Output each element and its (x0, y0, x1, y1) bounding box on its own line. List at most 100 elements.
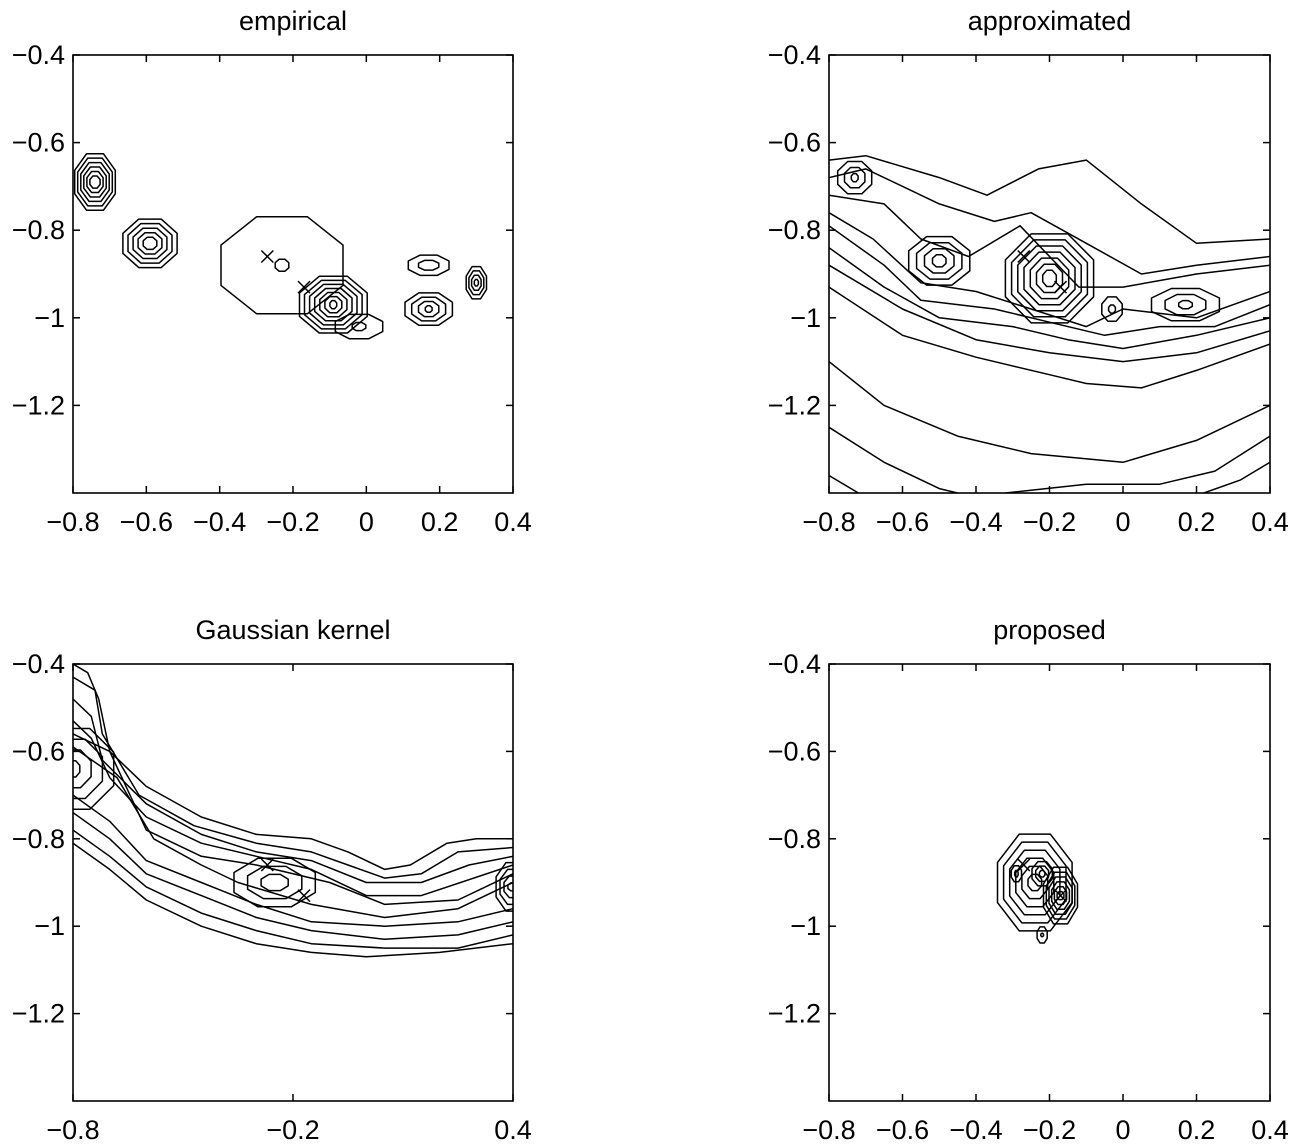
contour-ring (1010, 864, 1023, 883)
x-tick-label: −0.8 (802, 507, 855, 537)
contour-ring (1177, 299, 1194, 310)
y-tick-label: −1 (790, 911, 821, 941)
contour-line (73, 733, 513, 906)
contour-ring (1017, 245, 1082, 312)
contour-ring (1045, 871, 1076, 920)
contour-ring (931, 254, 947, 268)
x-marker (1053, 889, 1068, 903)
contour-ring (470, 274, 482, 292)
contour-ring (329, 299, 338, 310)
x-tick-label: −0.8 (46, 507, 99, 537)
x-tick-label: 0 (1115, 507, 1130, 537)
contour-ring (407, 254, 450, 277)
contour-line (73, 664, 513, 871)
x-marker (297, 889, 311, 903)
y-tick-label: −1 (34, 911, 65, 941)
contour-ring (308, 283, 358, 326)
x-tick-label: −0.6 (876, 1115, 929, 1145)
x-tick-label: 0.4 (494, 1115, 532, 1145)
contour-ring (499, 868, 513, 906)
contour-line (829, 361, 1270, 464)
panel-1: empirical −0.8 −0.6 −0.4 −0.2 0 0.2 0.4 −0.4 −0.6… (12, 6, 532, 537)
contour-ring (73, 738, 104, 800)
contour-ring (850, 172, 859, 183)
y-tick-label: −0.8 (768, 824, 821, 854)
contour-ring (334, 313, 384, 340)
contour-line (829, 194, 1270, 288)
contour-line (73, 746, 513, 919)
contour-ring (1150, 287, 1221, 322)
panel-title: empirical (239, 6, 347, 36)
contour-ring (83, 166, 107, 198)
contour-ring (80, 161, 110, 203)
contour-ring (417, 259, 440, 271)
contour-ring (132, 227, 168, 260)
x-tick-label: −0.6 (120, 507, 173, 537)
panel-title: approximated (968, 6, 1132, 36)
x-tick-label: 0 (1115, 1115, 1130, 1145)
y-tick-label: −1.2 (12, 390, 65, 420)
contour-ring (76, 157, 114, 207)
contour-line (73, 829, 513, 949)
y-tick-label: −0.6 (12, 736, 65, 766)
contour-area (73, 152, 488, 340)
panel-3: Gaussian kernel −0.8 −0.2 0.4 −0.4 −0.6 −0.8 −1… (12, 615, 532, 1145)
contour-ring (1004, 233, 1095, 324)
contour-area (73, 664, 513, 958)
contour-ring (220, 215, 344, 315)
x-tick-label: 0.2 (421, 507, 459, 537)
contour-ring (1041, 269, 1058, 288)
contour-ring (127, 222, 173, 264)
y-tick-label: −0.4 (12, 649, 65, 679)
contour-ring (1107, 304, 1117, 314)
contour-ring (843, 166, 866, 189)
contour-ring (319, 291, 348, 318)
x-tick-label: 0.4 (1251, 1115, 1289, 1145)
x-tick-label: −0.2 (266, 1115, 319, 1145)
x-tick-label: −0.6 (876, 507, 929, 537)
contour-line (1005, 435, 1270, 493)
contour-ring (260, 873, 289, 892)
x-tick-label: −0.2 (1023, 507, 1076, 537)
x-tick-label: 0.2 (1178, 1115, 1216, 1145)
x-marker (1017, 249, 1031, 264)
y-tick-label: −0.6 (768, 128, 821, 158)
contour-ring (907, 235, 971, 286)
x-tick-label: −0.4 (949, 507, 1002, 537)
contour-line (829, 154, 1270, 245)
contour-ring (1164, 293, 1207, 316)
contour-line (829, 426, 958, 493)
contour-line (73, 811, 513, 941)
x-tick-label: −0.4 (193, 507, 246, 537)
contour-line (73, 720, 513, 897)
contour-ring (73, 727, 115, 811)
contour-line (829, 264, 1270, 363)
contour-ring (1101, 296, 1123, 322)
y-tick-label: −1.2 (12, 999, 65, 1029)
contour-ring (507, 882, 513, 892)
contour-line (1203, 461, 1270, 493)
contour-ring (1048, 876, 1073, 915)
contour-ring (424, 305, 433, 314)
x-tick-label: 0.2 (1178, 507, 1216, 537)
contour-ring (1023, 251, 1076, 306)
x-marker (297, 280, 311, 294)
panel-2: approximated−0.8 −0.6 −0.4 −0.2 0 0.2 0.4−0.4−… (768, 6, 1289, 537)
y-tick-label: −1.2 (768, 390, 821, 420)
x-tick-label: −0.2 (266, 507, 319, 537)
contour-ring (1015, 857, 1055, 908)
contour-ring (465, 265, 488, 300)
contour-ring (73, 760, 81, 778)
contour-ring (1031, 860, 1054, 887)
contour-ring (923, 247, 955, 274)
contour-ring (996, 833, 1073, 932)
contour-area (829, 154, 1270, 493)
contour-ring (1036, 926, 1048, 944)
contour-line (73, 842, 513, 958)
contour-ring (142, 236, 158, 251)
x-tick-label: −0.4 (949, 1115, 1002, 1145)
contour-ring (1050, 881, 1071, 911)
y-tick-label: −1.2 (768, 999, 821, 1029)
contour-ring (303, 279, 363, 330)
contour-ring (137, 231, 163, 255)
